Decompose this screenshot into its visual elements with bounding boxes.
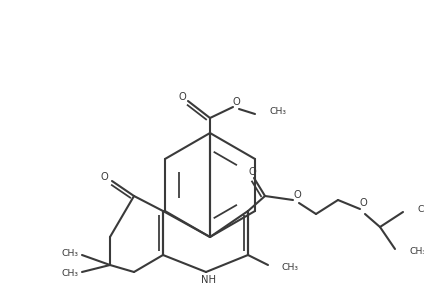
Text: O: O	[248, 167, 256, 177]
Text: CH₃: CH₃	[61, 269, 78, 278]
Text: O: O	[178, 92, 186, 102]
Text: CH₃: CH₃	[417, 205, 424, 214]
Text: O: O	[293, 190, 301, 200]
Text: CH₃: CH₃	[269, 108, 286, 117]
Text: O: O	[100, 172, 108, 182]
Text: O: O	[232, 97, 240, 107]
Text: CH₃: CH₃	[61, 249, 78, 257]
Text: O: O	[359, 198, 367, 208]
Text: CH₃: CH₃	[409, 247, 424, 255]
Text: CH₃: CH₃	[282, 263, 299, 272]
Text: NH: NH	[201, 275, 215, 285]
